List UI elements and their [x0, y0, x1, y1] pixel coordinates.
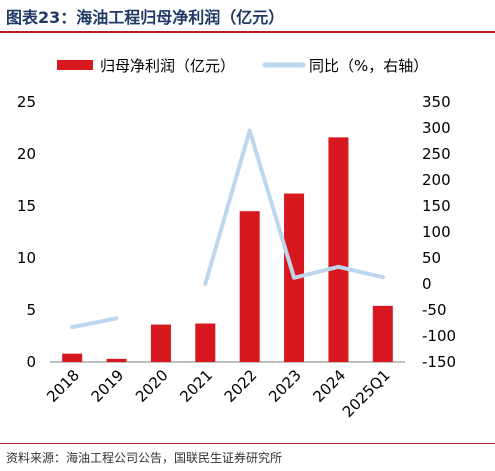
y-left-tick-label: 0	[26, 353, 36, 371]
y-right-tick-label: 100	[422, 223, 451, 241]
footer-divider	[0, 443, 495, 444]
y-right-tick-label: 250	[422, 145, 451, 163]
title-divider	[0, 31, 495, 33]
y-right-tick-label: 150	[422, 197, 451, 215]
y-right-tick-label: 300	[422, 119, 451, 137]
bar	[106, 358, 127, 362]
axes: 0 5 10 15 20 25 -150 -100 -50 0 50 100 150 200 250 300 3…	[17, 93, 456, 371]
y-left-tick-label: 20	[17, 145, 36, 163]
y-right-tick-label: 0	[422, 275, 432, 293]
legend: 归母净利润（亿元） 同比（%，右轴）	[57, 57, 428, 75]
y-left-tick-label: 25	[17, 93, 36, 111]
line-segment	[70, 316, 119, 330]
x-tick-label: 2021	[176, 366, 216, 406]
legend-bar-label: 归母净利润（亿元）	[100, 57, 235, 75]
source-note: 资料来源：海油工程公司公告，国联民生证券研究所	[6, 451, 283, 465]
x-tick-label: 2018	[43, 366, 83, 406]
y-right-tick-label: -100	[422, 327, 456, 345]
bar	[239, 211, 260, 362]
y-left-tick-label: 5	[26, 301, 36, 319]
bar	[328, 137, 349, 362]
x-tick-label: 2023	[265, 366, 305, 406]
legend-line-label: 同比（%，右轴）	[309, 57, 428, 75]
x-tick-label: 2020	[132, 366, 172, 406]
bar	[150, 324, 171, 362]
line-series	[70, 128, 385, 330]
chart-title: 图表23：海油工程归母净利润（亿元）	[6, 8, 285, 27]
y-right-tick-label: -50	[422, 301, 447, 319]
y-left-tick-label: 10	[17, 249, 36, 267]
x-tick-label: 2019	[88, 366, 128, 406]
y-right-tick-label: -150	[422, 353, 456, 371]
y-right-tick-label: 50	[422, 249, 441, 267]
x-tick-label: 2025Q1	[339, 366, 394, 421]
bar	[195, 323, 216, 362]
line-segment	[203, 128, 385, 286]
bar	[62, 353, 83, 362]
y-right-tick-label: 200	[422, 171, 451, 189]
bar	[372, 305, 393, 362]
y-left-tick-label: 15	[17, 197, 36, 215]
y-right-tick-label: 350	[422, 93, 451, 111]
legend-bar-swatch	[57, 60, 93, 70]
bar-series	[62, 137, 393, 362]
x-tick-label: 2022	[221, 366, 261, 406]
x-tick-label: 2024	[310, 366, 350, 406]
chart: 归母净利润（亿元） 同比（%，右轴） 0 5 10 15 20 25 -150 -100 -50…	[17, 57, 456, 421]
